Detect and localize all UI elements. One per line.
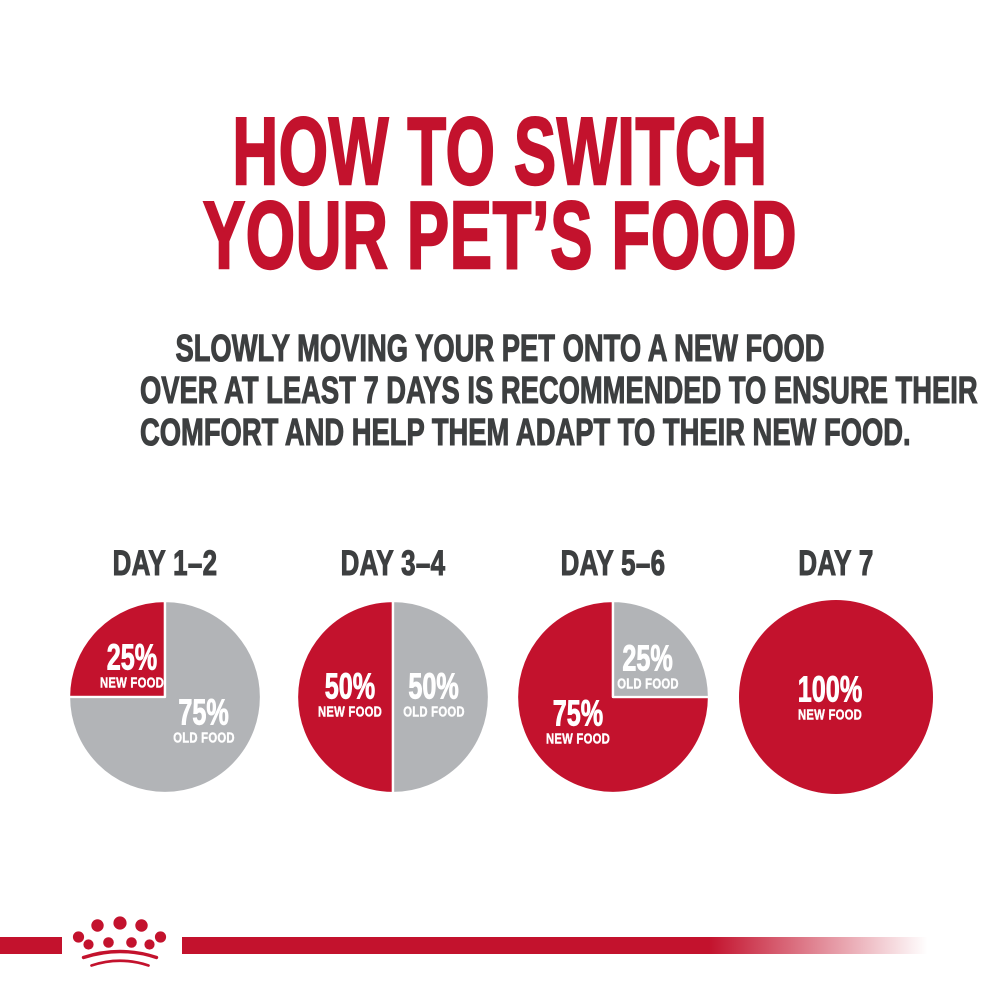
slice-percent: 25% (622, 637, 674, 679)
subtitle-line-1: SLOWLY MOVING YOUR PET ONTO A NEW FOOD (175, 327, 825, 370)
pie-chart-day-5-6: 75% NEW FOOD 25% OLD FOOD (515, 599, 711, 795)
slice-percent: 100% (797, 668, 863, 710)
slice-name: NEW FOOD (317, 704, 383, 721)
royal-canin-crown-logo-icon (72, 916, 167, 967)
day-3-4-section: DAY 3–4 50% NEW FOOD 50% OLD FOOD (283, 544, 503, 795)
day-5-6-label: DAY 5–6 (560, 544, 666, 583)
slice-percent: 75% (178, 691, 230, 733)
pie-slice-old-food (611, 599, 711, 699)
day-1-2-section: DAY 1–2 25% NEW FOOD 75% OLD FOOD (55, 544, 275, 795)
title-line-2: YOUR PET’S FOOD (202, 182, 798, 289)
title-line-1: HOW TO SWITCH (232, 98, 768, 205)
pie-slice-new-food (515, 599, 711, 795)
slice-label-old-food: 50% OLD FOOD (395, 665, 474, 721)
slice-label-new-food: 75% NEW FOOD (537, 692, 619, 748)
pie-chart-day-3-4: 50% NEW FOOD 50% OLD FOOD (295, 599, 491, 795)
slice-percent: 50% (324, 665, 376, 707)
slice-name: NEW FOOD (797, 707, 863, 724)
slice-label-old-food: 25% OLD FOOD (609, 637, 688, 693)
pie-svg (515, 599, 711, 795)
slice-name: OLD FOOD (173, 730, 235, 747)
subtitle-line-2: OVER AT LEAST 7 DAYS IS RECOMMENDED TO E… (140, 369, 978, 412)
pie-svg (295, 599, 491, 795)
slice-name: OLD FOOD (617, 676, 679, 693)
pie-chart-day-7: 100% NEW FOOD (738, 599, 934, 795)
slice-label-new-food: 50% NEW FOOD (309, 665, 391, 721)
pie-chart-day-1-2: 25% NEW FOOD 75% OLD FOOD (67, 599, 263, 795)
page-title: HOW TO SWITCH YOUR PET’S FOOD (0, 98, 1000, 289)
day-5-6-section: DAY 5–6 75% NEW FOOD 25% OLD FOOD (503, 544, 723, 795)
slice-percent: 50% (408, 665, 460, 707)
slice-label-new-food: 25% NEW FOOD (91, 636, 173, 692)
pie-slice-old-food (391, 599, 491, 795)
slice-name: NEW FOOD (545, 731, 611, 748)
slice-label-old-food: 75% OLD FOOD (165, 691, 244, 747)
pie-slice-new-food (67, 599, 167, 699)
day-1-2-label: DAY 1–2 (112, 544, 218, 583)
pie-svg (738, 599, 934, 795)
footer-divider-line-left (0, 937, 62, 954)
slice-name: NEW FOOD (99, 675, 165, 692)
pie-slice-new-food (738, 599, 934, 795)
footer-divider-line-right (182, 937, 935, 954)
pie-slice-new-food (295, 599, 395, 795)
subtitle-line-3: COMFORT AND HELP THEM ADAPT TO THEIR NEW… (140, 411, 911, 454)
day-7-label: DAY 7 (798, 544, 874, 583)
subtitle: SLOWLY MOVING YOUR PET ONTO A NEW FOOD O… (0, 327, 1000, 454)
slice-percent: 25% (106, 636, 158, 678)
pie-svg (67, 599, 263, 795)
day-7-section: DAY 7 100% NEW FOOD (726, 544, 946, 795)
pie-slice-old-food (67, 599, 263, 795)
slice-name: OLD FOOD (403, 704, 465, 721)
day-3-4-label: DAY 3–4 (340, 544, 446, 583)
slice-label-new-food: 100% NEW FOOD (784, 668, 876, 724)
slice-percent: 75% (552, 692, 604, 734)
